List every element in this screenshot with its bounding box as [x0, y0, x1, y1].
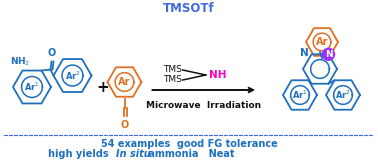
- Polygon shape: [13, 70, 51, 104]
- Text: TMSOTf: TMSOTf: [163, 2, 215, 16]
- Text: ammonia   Neat: ammonia Neat: [145, 149, 234, 159]
- Text: high yields: high yields: [48, 149, 115, 159]
- Text: Ar$^2$: Ar$^2$: [65, 69, 81, 82]
- Polygon shape: [107, 67, 141, 97]
- Text: Ar: Ar: [316, 37, 328, 47]
- Polygon shape: [306, 28, 338, 56]
- Text: NH$_2$: NH$_2$: [10, 55, 31, 68]
- Text: In situ: In situ: [116, 149, 151, 159]
- Text: N: N: [300, 48, 308, 58]
- Text: Ar$^1$: Ar$^1$: [292, 89, 308, 101]
- Polygon shape: [283, 80, 317, 110]
- Text: Ar$^1$: Ar$^1$: [24, 81, 40, 93]
- Text: Ar$^2$: Ar$^2$: [335, 89, 351, 101]
- Text: +: +: [96, 80, 109, 94]
- Text: O: O: [47, 47, 56, 58]
- Text: TMS: TMS: [163, 65, 182, 75]
- Polygon shape: [54, 59, 91, 92]
- Polygon shape: [303, 54, 337, 84]
- Polygon shape: [326, 80, 360, 110]
- Text: TMS: TMS: [163, 75, 182, 85]
- Text: Microwave  Irradiation: Microwave Irradiation: [146, 101, 261, 110]
- Text: N: N: [325, 50, 332, 59]
- Text: Ar: Ar: [118, 77, 131, 87]
- Text: O: O: [120, 120, 129, 130]
- Text: 54 examples  good FG tolerance: 54 examples good FG tolerance: [101, 139, 277, 149]
- Circle shape: [322, 48, 335, 60]
- Text: NH: NH: [209, 70, 226, 80]
